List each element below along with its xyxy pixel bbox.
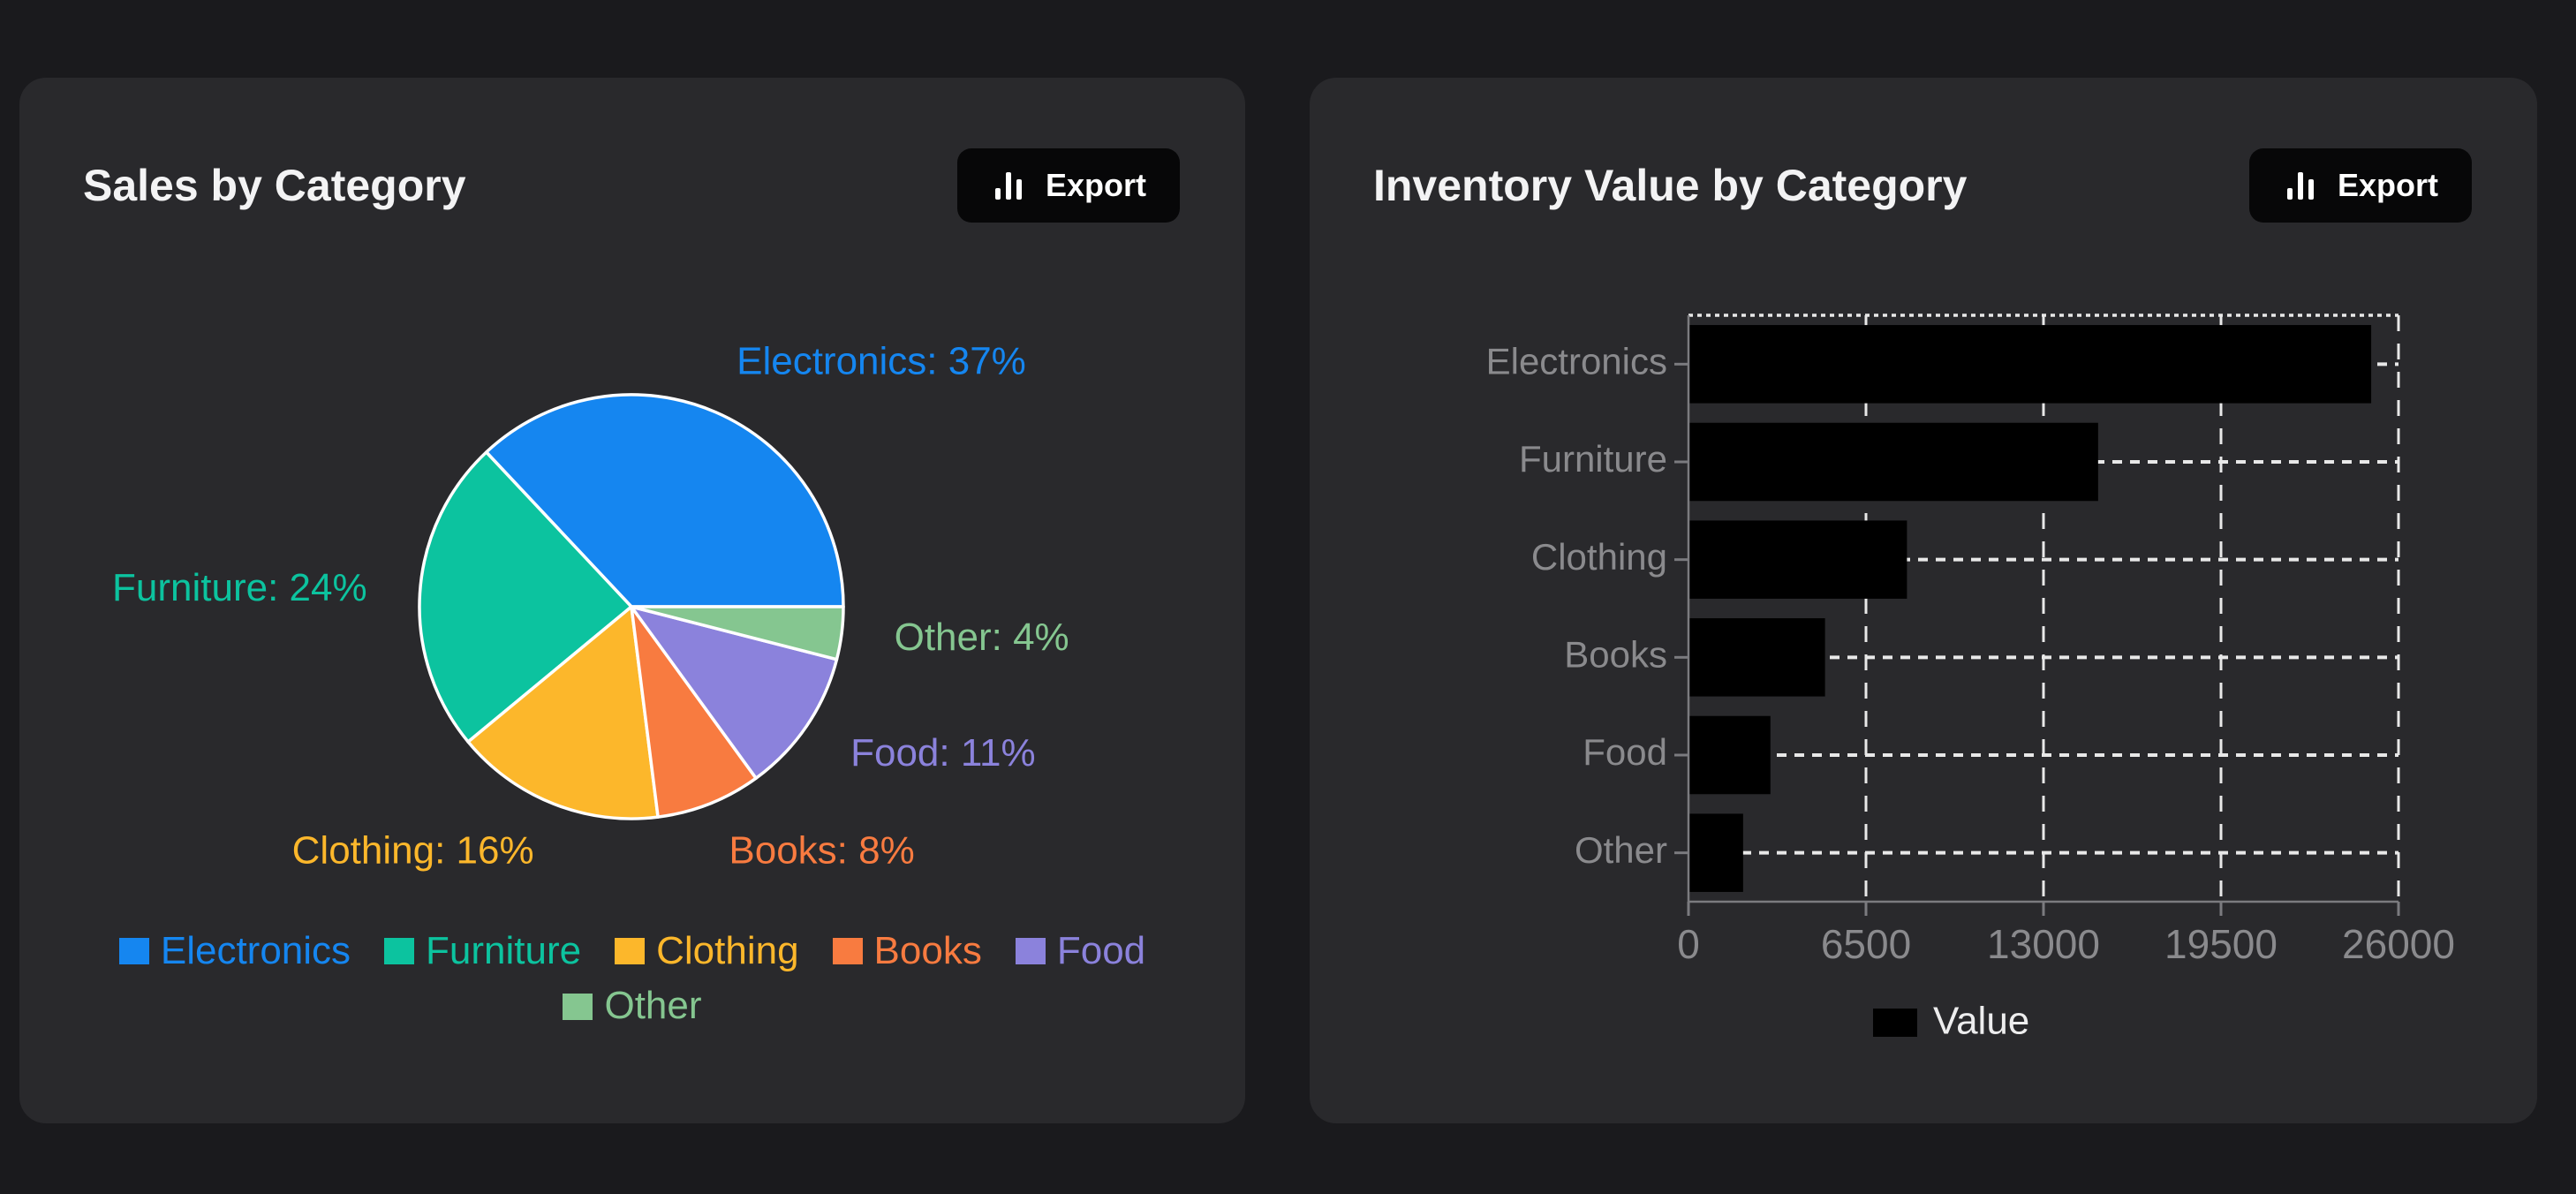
legend-swatch — [615, 938, 646, 965]
pie-slice-label: Food: 11% — [850, 731, 1036, 775]
pie-slice-electronics — [484, 393, 845, 608]
sales-by-category-card: Sales by Category Export Electronics: 37… — [19, 78, 1245, 1123]
legend-item-clothing: Clothing — [615, 929, 799, 972]
export-button-label: Export — [1045, 167, 1146, 203]
bar-other — [1688, 813, 1743, 892]
bar-furniture — [1688, 422, 2098, 502]
bar-clothing — [1688, 520, 1907, 599]
card-header: Inventory Value by Category Export — [1310, 78, 2537, 223]
legend-label: Electronics — [160, 929, 351, 972]
x-axis-tick-label: 13000 — [1987, 921, 2100, 967]
card-header: Sales by Category Export — [19, 78, 1245, 223]
pie-slice-furniture — [418, 450, 633, 744]
legend-label: Books — [873, 929, 982, 972]
y-axis-label: Clothing — [1531, 536, 1667, 578]
y-axis-label: Other — [1575, 829, 1667, 871]
legend-item-electronics: Electronics — [118, 929, 351, 972]
legend-swatch — [1015, 938, 1046, 965]
x-axis-tick-label: 6500 — [1821, 921, 1911, 967]
pie-slice-food — [630, 605, 839, 780]
sales-pie-chart: Electronics: 37% Furniture: 24% Clothing: … — [112, 339, 1069, 873]
export-button-sales[interactable]: Export — [956, 148, 1180, 223]
bar-food — [1688, 715, 1771, 795]
inventory-bar-chart: Electronics Furniture Clothing Books Food Oth… — [1486, 314, 2455, 1043]
x-axis-tick-label: 26000 — [2342, 921, 2455, 967]
export-button-label: Export — [2337, 167, 2438, 203]
legend-swatch — [832, 938, 863, 965]
pie-slice-other — [630, 605, 845, 661]
legend-label: Food — [1056, 929, 1146, 972]
legend-label: Furniture — [426, 929, 582, 972]
pie-slice-books — [630, 605, 758, 819]
legend-label: Other — [604, 984, 702, 1028]
bar-electronics — [1688, 325, 2372, 404]
pie-slice-label: Books: 8% — [729, 829, 914, 873]
legend-swatch — [384, 938, 415, 965]
legend-item-other: Other — [563, 984, 702, 1028]
y-axis-label: Books — [1564, 633, 1667, 675]
y-axis-label: Furniture — [1519, 438, 1667, 480]
bar-chart-icon — [994, 172, 1022, 200]
pie-slice-label: Electronics: 37% — [737, 339, 1026, 382]
pie-slice-label: Clothing: 16% — [292, 829, 534, 873]
pie-slice-label: Furniture: 24% — [112, 566, 367, 609]
page-title-inventory: Inventory Value by Category — [1373, 161, 1968, 210]
export-button-inventory[interactable]: Export — [2248, 148, 2472, 223]
pie-chart-legend: Electronics Furniture Clothing Books Food Oth… — [111, 929, 1153, 1028]
bar-chart-icon — [2286, 172, 2314, 200]
legend-item-furniture: Furniture — [384, 929, 582, 972]
legend-swatch — [118, 938, 149, 965]
x-axis-tick-label: 0 — [1677, 921, 1700, 967]
x-axis-tick-label: 19500 — [2164, 921, 2278, 967]
legend-label: Clothing — [656, 929, 799, 972]
pie-slice-clothing — [466, 605, 660, 820]
y-axis-label: Electronics — [1486, 340, 1667, 382]
bar-books — [1688, 618, 1825, 697]
pie-slice-label: Other: 4% — [895, 616, 1069, 659]
legend-item-food: Food — [1015, 929, 1146, 972]
y-axis-label: Food — [1583, 731, 1667, 773]
legend-swatch — [563, 993, 593, 1020]
page-title-sales: Sales by Category — [83, 161, 466, 210]
legend-item-books: Books — [832, 929, 982, 972]
inventory-value-card: Inventory Value by Category Export Elect… — [1310, 78, 2537, 1123]
bar-legend-swatch — [1873, 1009, 1917, 1037]
bar-legend-label: Value — [1933, 1000, 2029, 1043]
